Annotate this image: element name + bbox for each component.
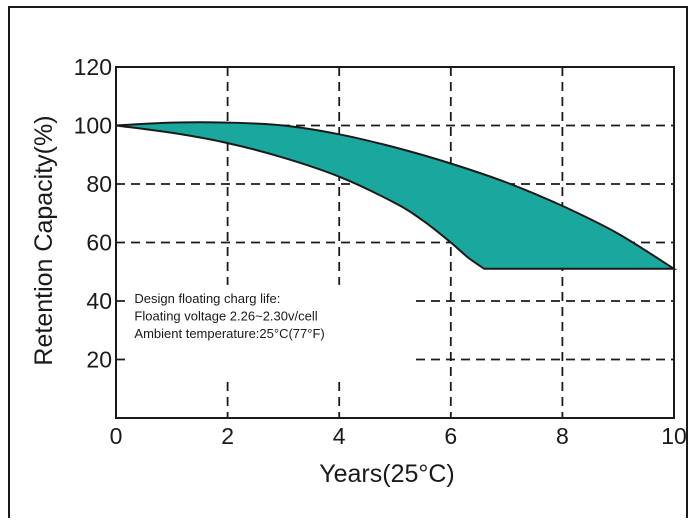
x-tick-label-10: 10 (661, 423, 687, 449)
annotation-line-2: Floating voltage 2.26~2.30v/cell (134, 309, 317, 324)
x-tick-label-6: 6 (444, 423, 457, 449)
y-tick-label-60: 60 (86, 230, 112, 256)
y-tick-labels: 20 40 60 80 100 120 (74, 54, 112, 373)
annotation-line-3: Ambient temperature:25°C(77°F) (134, 326, 324, 341)
capacity-area-band (115, 121, 678, 270)
x-tick-label-4: 4 (333, 423, 346, 449)
annotation-line-1: Design floating charg life: (134, 291, 280, 306)
y-tick-label-20: 20 (86, 347, 112, 373)
x-axis-label: Years(25°C) (319, 460, 455, 488)
x-tick-label-2: 2 (221, 423, 234, 449)
plot-area-border (115, 66, 675, 419)
x-tick-label-0: 0 (110, 423, 123, 449)
y-tick-label-40: 40 (86, 288, 112, 314)
x-tick-labels: 0 2 4 6 8 10 (110, 423, 687, 449)
y-tick-label-120: 120 (74, 54, 112, 80)
annotation-text: Design floating charg life: Floating volt… (134, 291, 324, 341)
chart-frame (8, 6, 688, 518)
annotation-background (129, 284, 415, 378)
y-axis-label: Retention Capacity(%) (30, 115, 58, 365)
y-tick-label-100: 100 (74, 113, 112, 139)
y-tick-label-80: 80 (86, 171, 112, 197)
x-tick-label-8: 8 (556, 423, 569, 449)
